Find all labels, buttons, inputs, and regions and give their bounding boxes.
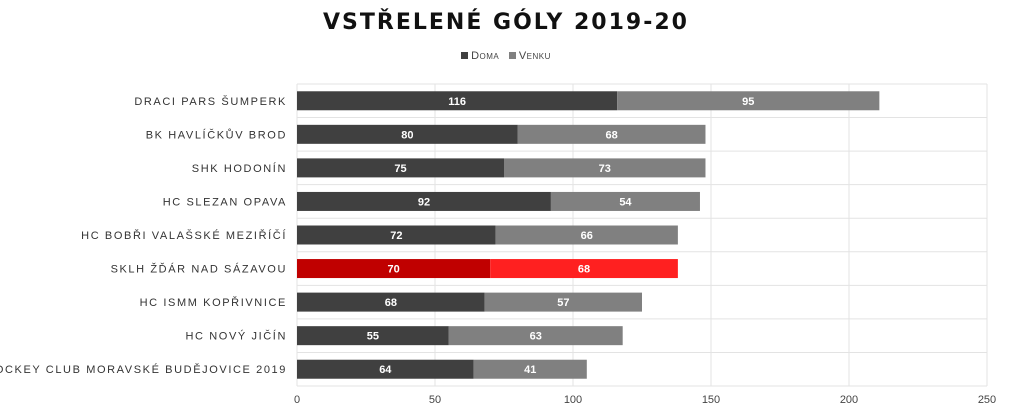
category-label: HC NOVÝ JIČÍN [186, 330, 287, 343]
bar-venku [504, 158, 706, 178]
bar-value-label: 57 [557, 297, 569, 309]
bar-value-label: 116 [448, 96, 466, 108]
x-tick-label: 100 [564, 394, 582, 406]
bar-value-label: 70 [387, 264, 399, 276]
legend-swatch-venku [508, 52, 516, 59]
bar-venku [517, 124, 706, 144]
bar-value-label: 63 [530, 331, 542, 343]
legend-label-venku: Venku [518, 50, 551, 62]
bar-venku [448, 326, 623, 346]
bar-doma [297, 91, 618, 111]
legend-swatch-doma [461, 52, 469, 59]
bar-value-label: 41 [524, 364, 536, 376]
category-label: SKLH ŽĎÁR NAD SÁZAVOU [111, 263, 287, 276]
bar-value-label: 92 [418, 196, 430, 208]
bar-value-label: 68 [578, 264, 590, 276]
x-tick-label: 200 [840, 394, 858, 406]
bar-venku [495, 225, 678, 245]
bar-venku [484, 292, 642, 312]
legend-label-doma: Doma [471, 50, 500, 62]
bar-doma [297, 158, 504, 178]
bar-doma [297, 124, 518, 144]
x-tick-label: 0 [294, 394, 300, 406]
x-tick-label: 150 [702, 394, 720, 406]
category-label: SHK HODONÍN [192, 162, 287, 175]
bar-value-label: 95 [742, 96, 754, 108]
category-label: HC SLEZAN OPAVA [163, 196, 287, 208]
category-label: BK HAVLÍČKŮV BROD [146, 128, 287, 141]
bar-doma [297, 292, 485, 312]
category-label: DRACI PARS ŠUMPERK [134, 95, 287, 108]
bar-value-label: 54 [619, 196, 632, 208]
category-label: HC BOBŘI VALAŠSKÉ MEZIŘÍČÍ [81, 229, 287, 242]
bar-venku [617, 91, 880, 111]
x-tick-label: 50 [429, 394, 441, 406]
legend-item-doma[interactable]: Doma [461, 50, 499, 62]
bar-doma [297, 359, 474, 379]
bar-doma [297, 326, 449, 346]
legend-item-venku[interactable]: Venku [508, 50, 551, 62]
category-label: HOCKEY CLUB MORAVSKÉ BUDĚJOVICE 2019 [0, 363, 287, 376]
bar-doma [297, 259, 491, 279]
bar-value-label: 68 [385, 297, 397, 309]
category-label: HC ISMM KOPŘIVNICE [140, 296, 287, 309]
x-tick-label: 250 [978, 394, 996, 406]
bar-value-label: 68 [606, 129, 618, 141]
bar-doma [297, 191, 551, 211]
bar-value-label: 55 [367, 331, 379, 343]
bar-value-label: 72 [390, 230, 402, 242]
chart-title: Vstřelené góly 2019-20 [323, 10, 689, 35]
bar-venku [490, 259, 678, 279]
bar-value-label: 73 [599, 163, 611, 175]
bar-value-label: 64 [379, 364, 392, 376]
bar-doma [297, 225, 496, 245]
bar-value-label: 80 [401, 129, 413, 141]
bar-venku [550, 191, 700, 211]
chart-legend: Doma Venku [0, 50, 1012, 62]
bar-venku [473, 359, 587, 379]
bar-value-label: 66 [581, 230, 593, 242]
bar-value-label: 75 [394, 163, 406, 175]
